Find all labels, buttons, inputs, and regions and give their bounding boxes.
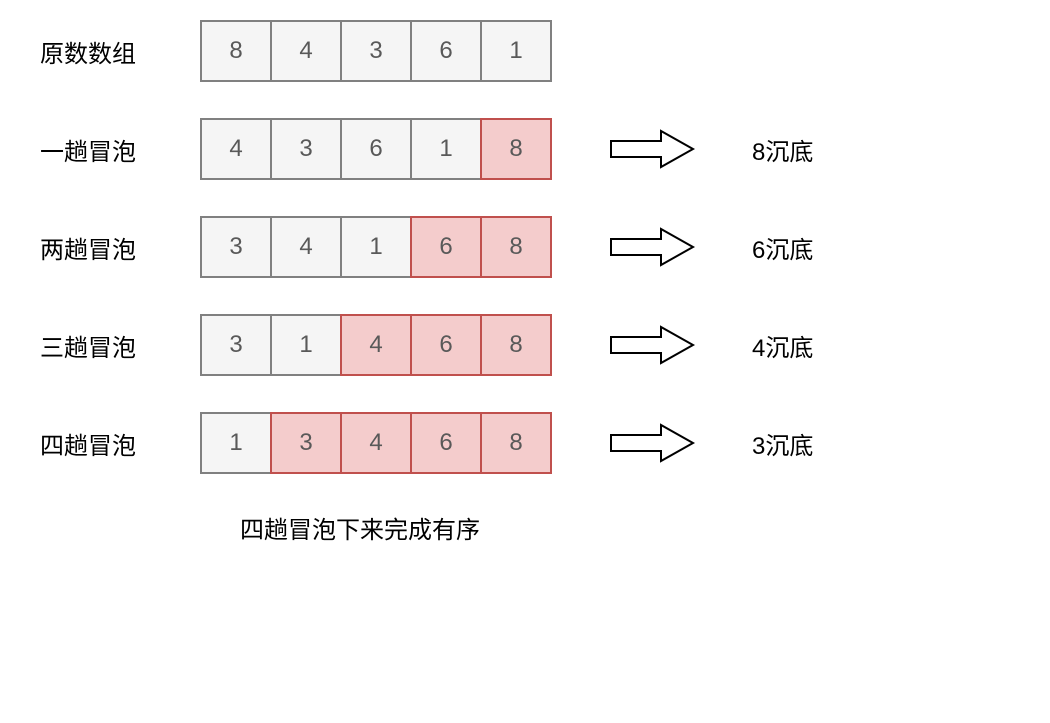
sort-row: 三趟冒泡31468 4沉底 (40, 314, 1010, 376)
sort-row: 原数数组84361 (40, 20, 1010, 82)
array-cell: 6 (410, 314, 482, 376)
array-cell: 1 (480, 20, 552, 82)
cell-row: 43618 (200, 118, 552, 180)
arrow-wrap (552, 127, 752, 171)
sort-row: 四趟冒泡13468 3沉底 (40, 412, 1010, 474)
array-cell: 8 (480, 412, 552, 474)
array-cell: 4 (200, 118, 272, 180)
array-cell: 3 (200, 216, 272, 278)
array-cell: 4 (270, 216, 342, 278)
array-cell: 8 (480, 216, 552, 278)
array-cell: 3 (200, 314, 272, 376)
arrow-icon (607, 127, 697, 171)
sort-row: 两趟冒泡34168 6沉底 (40, 216, 1010, 278)
array-cell: 3 (340, 20, 412, 82)
array-cell: 4 (340, 314, 412, 376)
arrow-icon (607, 421, 697, 465)
array-cell: 1 (270, 314, 342, 376)
array-cell: 6 (410, 412, 482, 474)
array-cell: 6 (410, 216, 482, 278)
cell-row: 13468 (200, 412, 552, 474)
row-label: 一趟冒泡 (40, 132, 200, 167)
arrow-icon (607, 225, 697, 269)
cell-row: 31468 (200, 314, 552, 376)
arrow-wrap (552, 421, 752, 465)
arrow-icon (607, 323, 697, 367)
sort-row: 一趟冒泡43618 8沉底 (40, 118, 1010, 180)
row-label: 三趟冒泡 (40, 328, 200, 363)
row-note: 3沉底 (752, 426, 813, 461)
arrow-wrap (552, 323, 752, 367)
array-cell: 6 (340, 118, 412, 180)
array-cell: 8 (480, 314, 552, 376)
cell-row: 34168 (200, 216, 552, 278)
footer-text: 四趟冒泡下来完成有序 (240, 510, 1010, 545)
array-cell: 3 (270, 118, 342, 180)
array-cell: 8 (200, 20, 272, 82)
array-cell: 4 (340, 412, 412, 474)
array-cell: 1 (200, 412, 272, 474)
array-cell: 4 (270, 20, 342, 82)
row-label: 两趟冒泡 (40, 230, 200, 265)
cell-row: 84361 (200, 20, 552, 82)
row-label: 四趟冒泡 (40, 426, 200, 461)
arrow-wrap (552, 225, 752, 269)
array-cell: 1 (340, 216, 412, 278)
row-note: 8沉底 (752, 132, 813, 167)
array-cell: 6 (410, 20, 482, 82)
array-cell: 1 (410, 118, 482, 180)
array-cell: 8 (480, 118, 552, 180)
row-label: 原数数组 (40, 34, 200, 69)
row-note: 6沉底 (752, 230, 813, 265)
row-note: 4沉底 (752, 328, 813, 363)
array-cell: 3 (270, 412, 342, 474)
